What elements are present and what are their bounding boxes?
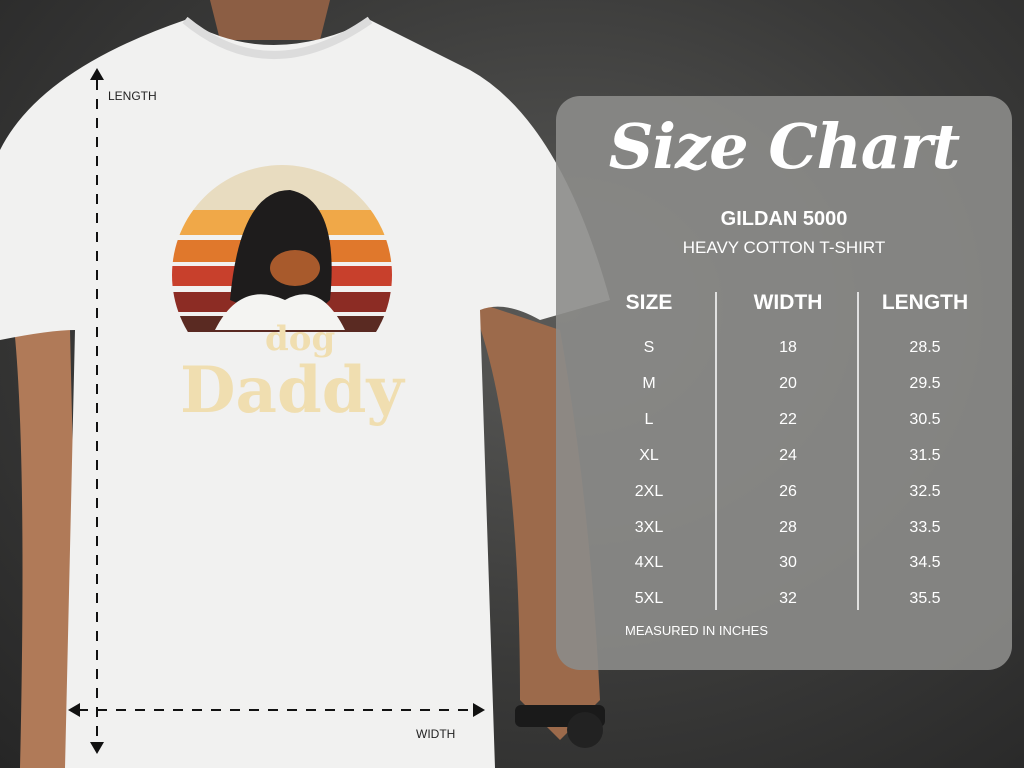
graphic-text-daddy: Daddy [180,353,405,428]
table-cell: XL [639,446,659,464]
table-cell: 32 [779,590,797,608]
width-measure-line [68,703,485,717]
table-cell: 24 [779,446,797,464]
table-cell: 4XL [634,554,664,572]
length-measure-line [90,68,104,754]
table-cell: M [642,374,656,392]
graphic-text-dog: dog [265,319,335,359]
table-cell: 30.5 [909,410,941,428]
width-label: WIDTH [416,727,456,741]
left-arm [0,250,80,768]
table-cell: 33.5 [909,518,941,536]
column-divider [715,292,717,610]
table-cell: S [643,339,655,356]
table-cell: 30 [779,554,797,572]
column-header: SIZE [625,291,673,314]
table-cell: 20 [779,374,797,392]
table-cell: L [644,410,654,428]
table-cell: 31.5 [909,446,941,464]
size-chart-title: Size Chart [608,110,960,183]
column-header: WIDTH [753,291,823,314]
table-cell: 3XL [634,518,664,536]
table-cell: 26 [779,482,797,500]
product-name: HEAVY COTTON T-SHIRT [682,238,886,257]
table-cell: 29.5 [909,374,941,392]
units-note: MEASURED IN INCHES [625,623,769,638]
table-cell: 28.5 [909,339,941,356]
brand-name: GILDAN 5000 [720,208,848,230]
length-label: LENGTH [108,89,157,103]
collar [182,16,373,59]
table-cell: 2XL [634,482,664,500]
wristwatch [515,705,605,748]
size-chart-panel: Size Chart GILDAN 5000 HEAVY COTTON T-SH… [556,96,1012,670]
table-cell: 28 [779,518,797,536]
dog-graphic: dog Daddy [172,165,405,428]
column-header: LENGTH [881,291,969,314]
table-cell: 18 [779,339,797,356]
neck [210,0,330,40]
table-cell: 35.5 [909,590,941,608]
tshirt [0,20,610,768]
table-cell: 32.5 [909,482,941,500]
table-cell: 34.5 [909,554,941,572]
table-cell: 5XL [634,590,664,608]
table-cell: 22 [779,410,797,428]
column-divider [857,292,859,610]
